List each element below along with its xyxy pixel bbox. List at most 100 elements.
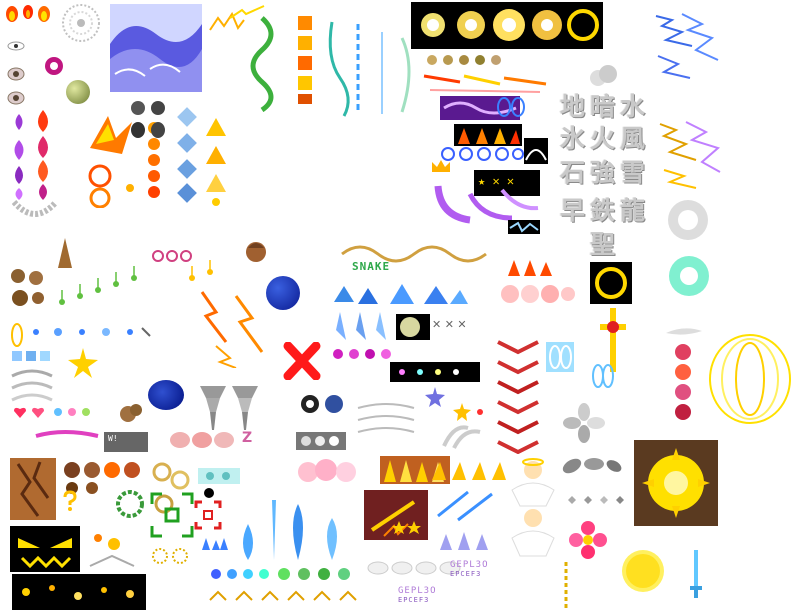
red-target-bracket [194,500,222,530]
kanji-wind: 風 [620,124,646,153]
cyan-dot-row [208,566,368,582]
chain-links [150,248,196,264]
blue-crystal-row [330,282,470,310]
pink-streak [34,428,100,444]
fire-ball-stack [86,526,140,574]
angry-face-panel [10,526,80,572]
eye-icon [7,41,25,51]
paw-icon [128,98,178,142]
pixel-caption-left: GEPL3O EPCEF3 [398,586,444,610]
electric-panel [508,220,540,234]
yellow-pyramid-column [204,116,228,206]
flower-icon [568,520,608,560]
gold-glyph-row [206,586,366,608]
fire-totem [292,12,318,108]
mini-block-row [10,348,62,362]
crown-icon [430,158,452,174]
purple-star-icon [424,386,446,408]
red-x-icon [282,341,322,381]
question-mark-icon [62,490,78,512]
fire-strip-panel [454,124,522,146]
music-note-icon [52,256,242,316]
rock-cluster [8,266,48,310]
multi-beam-strip [420,70,550,98]
purple-swoosh [432,180,542,224]
brown-spike [56,236,74,270]
kanji-strong: 強 [590,158,616,187]
kanji-fire: 火 [590,124,616,153]
fire-row-mid [506,258,554,278]
yellow-orb [620,548,666,594]
sun-icon [421,9,599,41]
heart-row [12,404,92,420]
blue-sparkle-line [28,324,154,340]
pixel-caption-2: GEPL3O [450,560,489,570]
small-text-box: W! [104,432,148,452]
kanji-snow: 雪 [620,158,646,187]
yellow-fire-strip [428,458,508,482]
planet-orb [66,80,90,104]
golden-orbit-rings [704,330,796,428]
golden-lightning-column [656,118,722,190]
sun-icon-panel [411,2,603,49]
white-starburst [660,196,716,244]
white-claw [440,420,488,450]
gold-sun-brown-panel [634,440,718,526]
star-pair [392,520,422,536]
fire-sprite-row [4,2,52,24]
fire-sprite-small [208,11,246,32]
swan-row [366,556,466,578]
pink-cloud-row [500,282,576,306]
white-petal-flower [562,402,606,444]
kanji-dark: 暗 [590,92,616,121]
gray-leaf-cluster [560,448,624,484]
brown-rock-row [62,458,142,496]
blue-arrow-group [434,484,504,524]
small-box-text: W! [108,434,118,443]
red-chevron-column [494,334,542,455]
sparkle-grid [562,488,624,512]
kanji-ice: 氷 [560,124,586,153]
blue-lightning-column [652,10,722,80]
kanji-water: 水 [620,92,646,121]
blue-ring-outline [590,362,616,390]
ring-icon [10,322,24,348]
cross-marks: ✕ ✕ ✕ [432,318,467,331]
gold-vertical-chain [560,560,572,610]
magenta-dot-row [330,344,400,364]
lightning-icon [228,4,268,22]
gold-wreath-row [150,546,198,566]
gold-wave-strip [340,240,500,264]
kanji-stone: 石 [560,158,586,187]
fire-icon [6,5,50,22]
pixel-caption-sub-2: EPCEF3 [450,570,482,578]
pixel-caption-right: GEPL3O EPCEF3 [450,560,496,584]
sword-icon [688,548,704,600]
pixel-caption-1: GEPL3O [398,586,437,596]
cyan-starburst [662,252,716,300]
red-orb-column [672,342,694,422]
brown-earth-panel [10,458,56,520]
rock-pile [118,400,144,424]
ice-streaks [372,28,422,118]
gold-ring-panel [590,262,632,304]
gray-curve-lines [356,400,416,440]
wing-panel [524,138,548,164]
sparkle-strip-panel [390,362,480,382]
star-marks: ★ ✕ ✕ [478,174,515,188]
dark-swirl-pair [300,392,346,416]
blue-orb [266,276,300,310]
yellow-burst [66,346,100,380]
gem-icon [176,106,200,206]
pixel-caption-sub-1: EPCEF3 [398,596,430,604]
cloud-icon [588,64,618,88]
green-target-bracket [150,492,194,538]
red-flame-column [30,108,56,200]
leaf-wreath [110,488,150,520]
kanji-earth: 地 [560,92,586,121]
pink-cloud-cluster [296,456,364,488]
spike-crystal-row [436,530,498,552]
spark-strip-panel [12,574,146,610]
kanji-dragon: 龍 [620,196,646,225]
star-mark-panel: ★ ✕ ✕ [474,170,540,196]
